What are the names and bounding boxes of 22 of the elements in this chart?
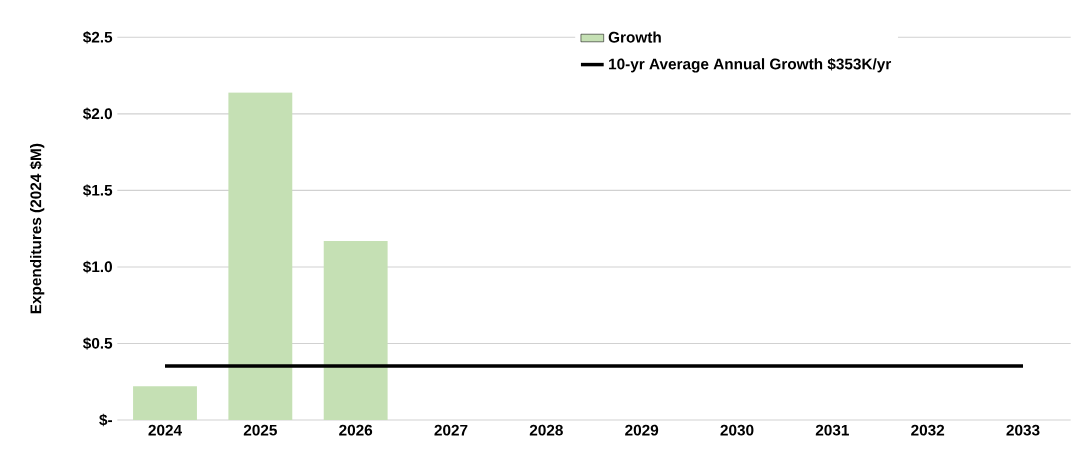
legend-label: Growth (608, 31, 661, 43)
x-tick-label: 2029 (625, 424, 659, 436)
y-tick-label: $1.0 (82, 260, 112, 274)
x-tick-label: 2024 (148, 424, 182, 436)
legend-label: 10-yr Average Annual Growth $353K/yr (609, 57, 892, 73)
x-tick-label: 2033 (1006, 424, 1040, 436)
y-tick-label: $0.5 (82, 337, 113, 350)
bar (323, 240, 388, 420)
x-tick-label: 2025 (243, 424, 277, 436)
x-tick-label: 2032 (911, 424, 945, 436)
y-tick-label: $2.0 (82, 107, 112, 121)
y-tick-label: $1.5 (82, 184, 113, 197)
bar (133, 386, 197, 420)
y-tick-label: $- (99, 413, 113, 427)
x-tick-label: 2026 (339, 424, 373, 436)
x-tick-label: 2031 (815, 424, 849, 436)
y-axis-title: Expenditures (2024 $M) (29, 143, 45, 314)
y-tick-label: $2.5 (82, 31, 113, 44)
x-tick-label: 2028 (529, 424, 563, 436)
bar (228, 92, 293, 420)
x-tick-label: 2030 (720, 424, 754, 436)
x-tick-label: 2027 (434, 424, 468, 436)
